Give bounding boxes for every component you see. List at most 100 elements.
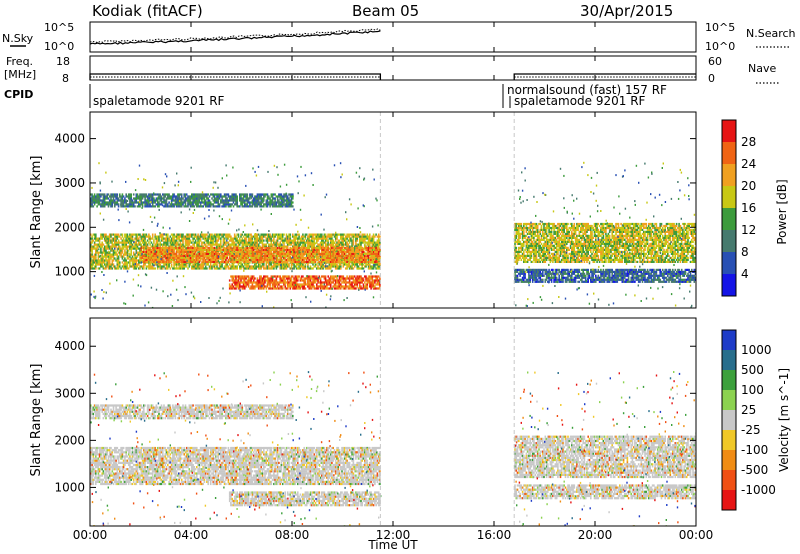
data-cell: [303, 248, 305, 251]
data-cell: [328, 252, 331, 255]
data-cell: [122, 263, 125, 266]
data-cell: [265, 265, 268, 268]
data-cell: [293, 260, 295, 263]
data-cell: [127, 257, 130, 260]
data-cell: [167, 248, 169, 251]
data-cell: [256, 285, 259, 288]
data-cell: [283, 241, 285, 244]
data-cell: [275, 251, 278, 254]
data-cell: [211, 237, 213, 240]
data-cell: [370, 258, 372, 261]
data-cell: [231, 256, 233, 259]
data-cell: [304, 248, 307, 251]
data-cell: [336, 258, 338, 261]
data-cell: [343, 251, 346, 254]
data-cell: [274, 283, 276, 286]
data-cell: [144, 237, 146, 240]
data-cell: [263, 287, 265, 290]
data-cell: [347, 233, 350, 236]
data-cell: [121, 251, 124, 254]
data-cell: [167, 257, 169, 260]
data-cell: [91, 241, 93, 244]
data-cell: [264, 235, 266, 238]
data-cell: [112, 245, 115, 248]
data-cell: [95, 249, 97, 252]
data-cell: [231, 265, 233, 268]
data-cell: [111, 237, 114, 240]
data-cell: [103, 247, 106, 250]
data-cell: [332, 260, 334, 263]
data-cell: [312, 254, 314, 257]
data-cell: [188, 265, 191, 268]
data-cell: [329, 243, 332, 246]
data-cell: [140, 237, 143, 240]
data-cell: [293, 245, 295, 248]
data-cell: [326, 246, 328, 249]
data-cell: [172, 252, 174, 255]
data-cell: [260, 283, 262, 286]
data-cell: [351, 261, 353, 264]
data-cell: [294, 281, 297, 284]
freq-tick-left-top: 18: [56, 55, 70, 68]
data-cell: [355, 260, 357, 263]
data-cell: [184, 257, 187, 260]
data-cell: [187, 260, 189, 263]
data-cell: [162, 265, 164, 268]
data-cell: [163, 265, 165, 268]
data-cell: [215, 255, 217, 258]
data-cell: [125, 253, 127, 256]
data-cell: [192, 252, 194, 255]
data-cell: [156, 251, 159, 254]
data-cell: [269, 281, 271, 284]
data-cell: [379, 257, 381, 260]
data-cell: [230, 257, 232, 260]
data-cell: [347, 263, 350, 266]
data-cell: [105, 259, 107, 262]
data-cell: [362, 255, 365, 258]
data-cell: [168, 258, 170, 261]
data-cell: [194, 263, 197, 266]
data-cell: [172, 237, 174, 240]
data-cell: [117, 235, 120, 238]
data-cell: [124, 265, 126, 268]
data-cell: [135, 255, 138, 258]
data-cell: [154, 251, 156, 254]
data-cell: [139, 243, 141, 246]
data-cell: [230, 235, 232, 238]
data-cell: [221, 233, 223, 236]
data-cell: [347, 253, 350, 256]
data-cell: [280, 246, 283, 249]
data-cell: [300, 265, 303, 268]
data-cell: [312, 260, 314, 263]
data-cell: [300, 248, 303, 251]
data-cell: [208, 260, 211, 263]
data-cell: [90, 233, 92, 236]
data-cell: [353, 283, 356, 286]
data-cell: [250, 275, 252, 278]
data-cell: [292, 246, 294, 249]
data-cell: [362, 263, 365, 266]
data-cell: [251, 245, 254, 248]
data-cell: [193, 263, 196, 266]
data-cell: [106, 253, 108, 256]
data-cell: [350, 287, 352, 290]
data-cell: [319, 265, 322, 268]
data-cell: [376, 263, 379, 266]
data-cell: [244, 277, 246, 280]
data-cell: [106, 235, 108, 238]
data-cell: [235, 246, 237, 249]
data-cell: [377, 248, 380, 251]
data-cell: [179, 252, 182, 255]
data-cell: [95, 239, 97, 242]
data-cell: [208, 256, 211, 259]
data-cell: [216, 233, 218, 236]
data-cell: [207, 239, 209, 242]
data-cell: [136, 259, 139, 262]
data-cell: [144, 235, 146, 238]
data-cell: [352, 263, 355, 266]
data-cell: [232, 239, 235, 242]
data-cell: [337, 241, 340, 244]
data-cell: [340, 261, 342, 264]
data-cell: [348, 248, 351, 251]
data-cell: [294, 248, 297, 251]
